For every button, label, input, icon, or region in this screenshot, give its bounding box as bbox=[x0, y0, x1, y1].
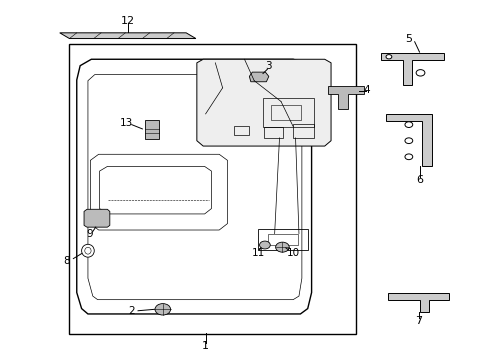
Text: 5: 5 bbox=[405, 34, 411, 44]
Ellipse shape bbox=[81, 244, 94, 257]
Text: 12: 12 bbox=[121, 16, 135, 26]
Bar bbox=[263, 98, 313, 127]
Circle shape bbox=[415, 69, 424, 76]
Circle shape bbox=[155, 303, 170, 315]
Polygon shape bbox=[60, 33, 196, 39]
Text: 6: 6 bbox=[415, 175, 422, 185]
Polygon shape bbox=[249, 72, 268, 82]
Bar bbox=[144, 120, 159, 139]
Bar bbox=[264, 127, 283, 138]
Polygon shape bbox=[385, 114, 431, 166]
Circle shape bbox=[259, 241, 270, 249]
Polygon shape bbox=[327, 86, 363, 109]
Text: 13: 13 bbox=[120, 118, 133, 128]
Text: 11: 11 bbox=[251, 248, 264, 258]
Bar bbox=[233, 126, 249, 135]
Bar bbox=[69, 44, 356, 334]
Polygon shape bbox=[77, 59, 311, 314]
Bar bbox=[258, 229, 307, 249]
Text: 2: 2 bbox=[128, 306, 135, 316]
Bar bbox=[292, 124, 313, 138]
Text: 4: 4 bbox=[363, 85, 369, 95]
Text: 10: 10 bbox=[286, 248, 299, 257]
Text: 8: 8 bbox=[63, 256, 70, 266]
Bar bbox=[271, 105, 301, 120]
Circle shape bbox=[275, 242, 288, 252]
Text: 9: 9 bbox=[86, 229, 93, 239]
Circle shape bbox=[385, 55, 391, 59]
Polygon shape bbox=[387, 293, 448, 312]
Polygon shape bbox=[197, 59, 330, 146]
Circle shape bbox=[404, 138, 412, 144]
Circle shape bbox=[404, 122, 412, 127]
Polygon shape bbox=[380, 53, 443, 85]
Text: 1: 1 bbox=[202, 341, 209, 351]
Polygon shape bbox=[84, 209, 110, 227]
Circle shape bbox=[404, 154, 412, 159]
Text: 3: 3 bbox=[265, 62, 271, 71]
Bar bbox=[267, 234, 297, 245]
Text: 7: 7 bbox=[414, 316, 421, 326]
